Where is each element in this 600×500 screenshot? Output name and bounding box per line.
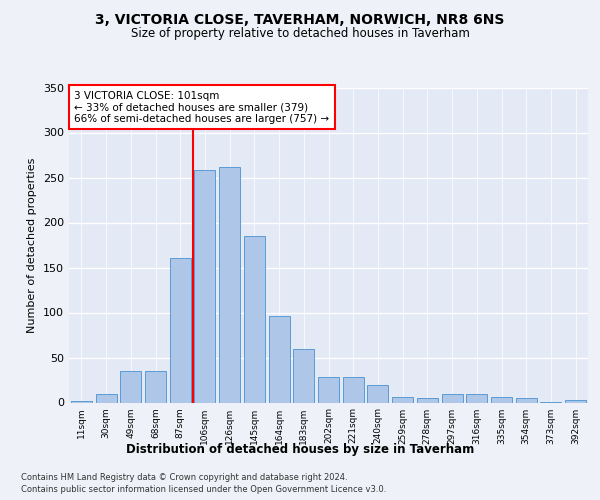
- Bar: [318, 378, 339, 402]
- Bar: [219, 166, 240, 402]
- Bar: [343, 378, 364, 402]
- Bar: [392, 397, 413, 402]
- Bar: [367, 384, 388, 402]
- Bar: [516, 398, 537, 402]
- Text: Size of property relative to detached houses in Taverham: Size of property relative to detached ho…: [131, 28, 469, 40]
- Bar: [269, 316, 290, 402]
- Bar: [95, 394, 116, 402]
- Text: 3, VICTORIA CLOSE, TAVERHAM, NORWICH, NR8 6NS: 3, VICTORIA CLOSE, TAVERHAM, NORWICH, NR…: [95, 12, 505, 26]
- Text: Contains public sector information licensed under the Open Government Licence v3: Contains public sector information licen…: [21, 485, 386, 494]
- Text: Distribution of detached houses by size in Taverham: Distribution of detached houses by size …: [126, 442, 474, 456]
- Bar: [565, 400, 586, 402]
- Y-axis label: Number of detached properties: Number of detached properties: [28, 158, 37, 332]
- Bar: [120, 371, 141, 402]
- Bar: [244, 236, 265, 402]
- Bar: [145, 371, 166, 402]
- Bar: [491, 397, 512, 402]
- Bar: [417, 398, 438, 402]
- Text: Contains HM Land Registry data © Crown copyright and database right 2024.: Contains HM Land Registry data © Crown c…: [21, 472, 347, 482]
- Bar: [293, 348, 314, 403]
- Bar: [466, 394, 487, 402]
- Bar: [442, 394, 463, 402]
- Bar: [71, 400, 92, 402]
- Text: 3 VICTORIA CLOSE: 101sqm
← 33% of detached houses are smaller (379)
66% of semi-: 3 VICTORIA CLOSE: 101sqm ← 33% of detach…: [74, 90, 329, 124]
- Bar: [170, 258, 191, 402]
- Bar: [194, 170, 215, 402]
